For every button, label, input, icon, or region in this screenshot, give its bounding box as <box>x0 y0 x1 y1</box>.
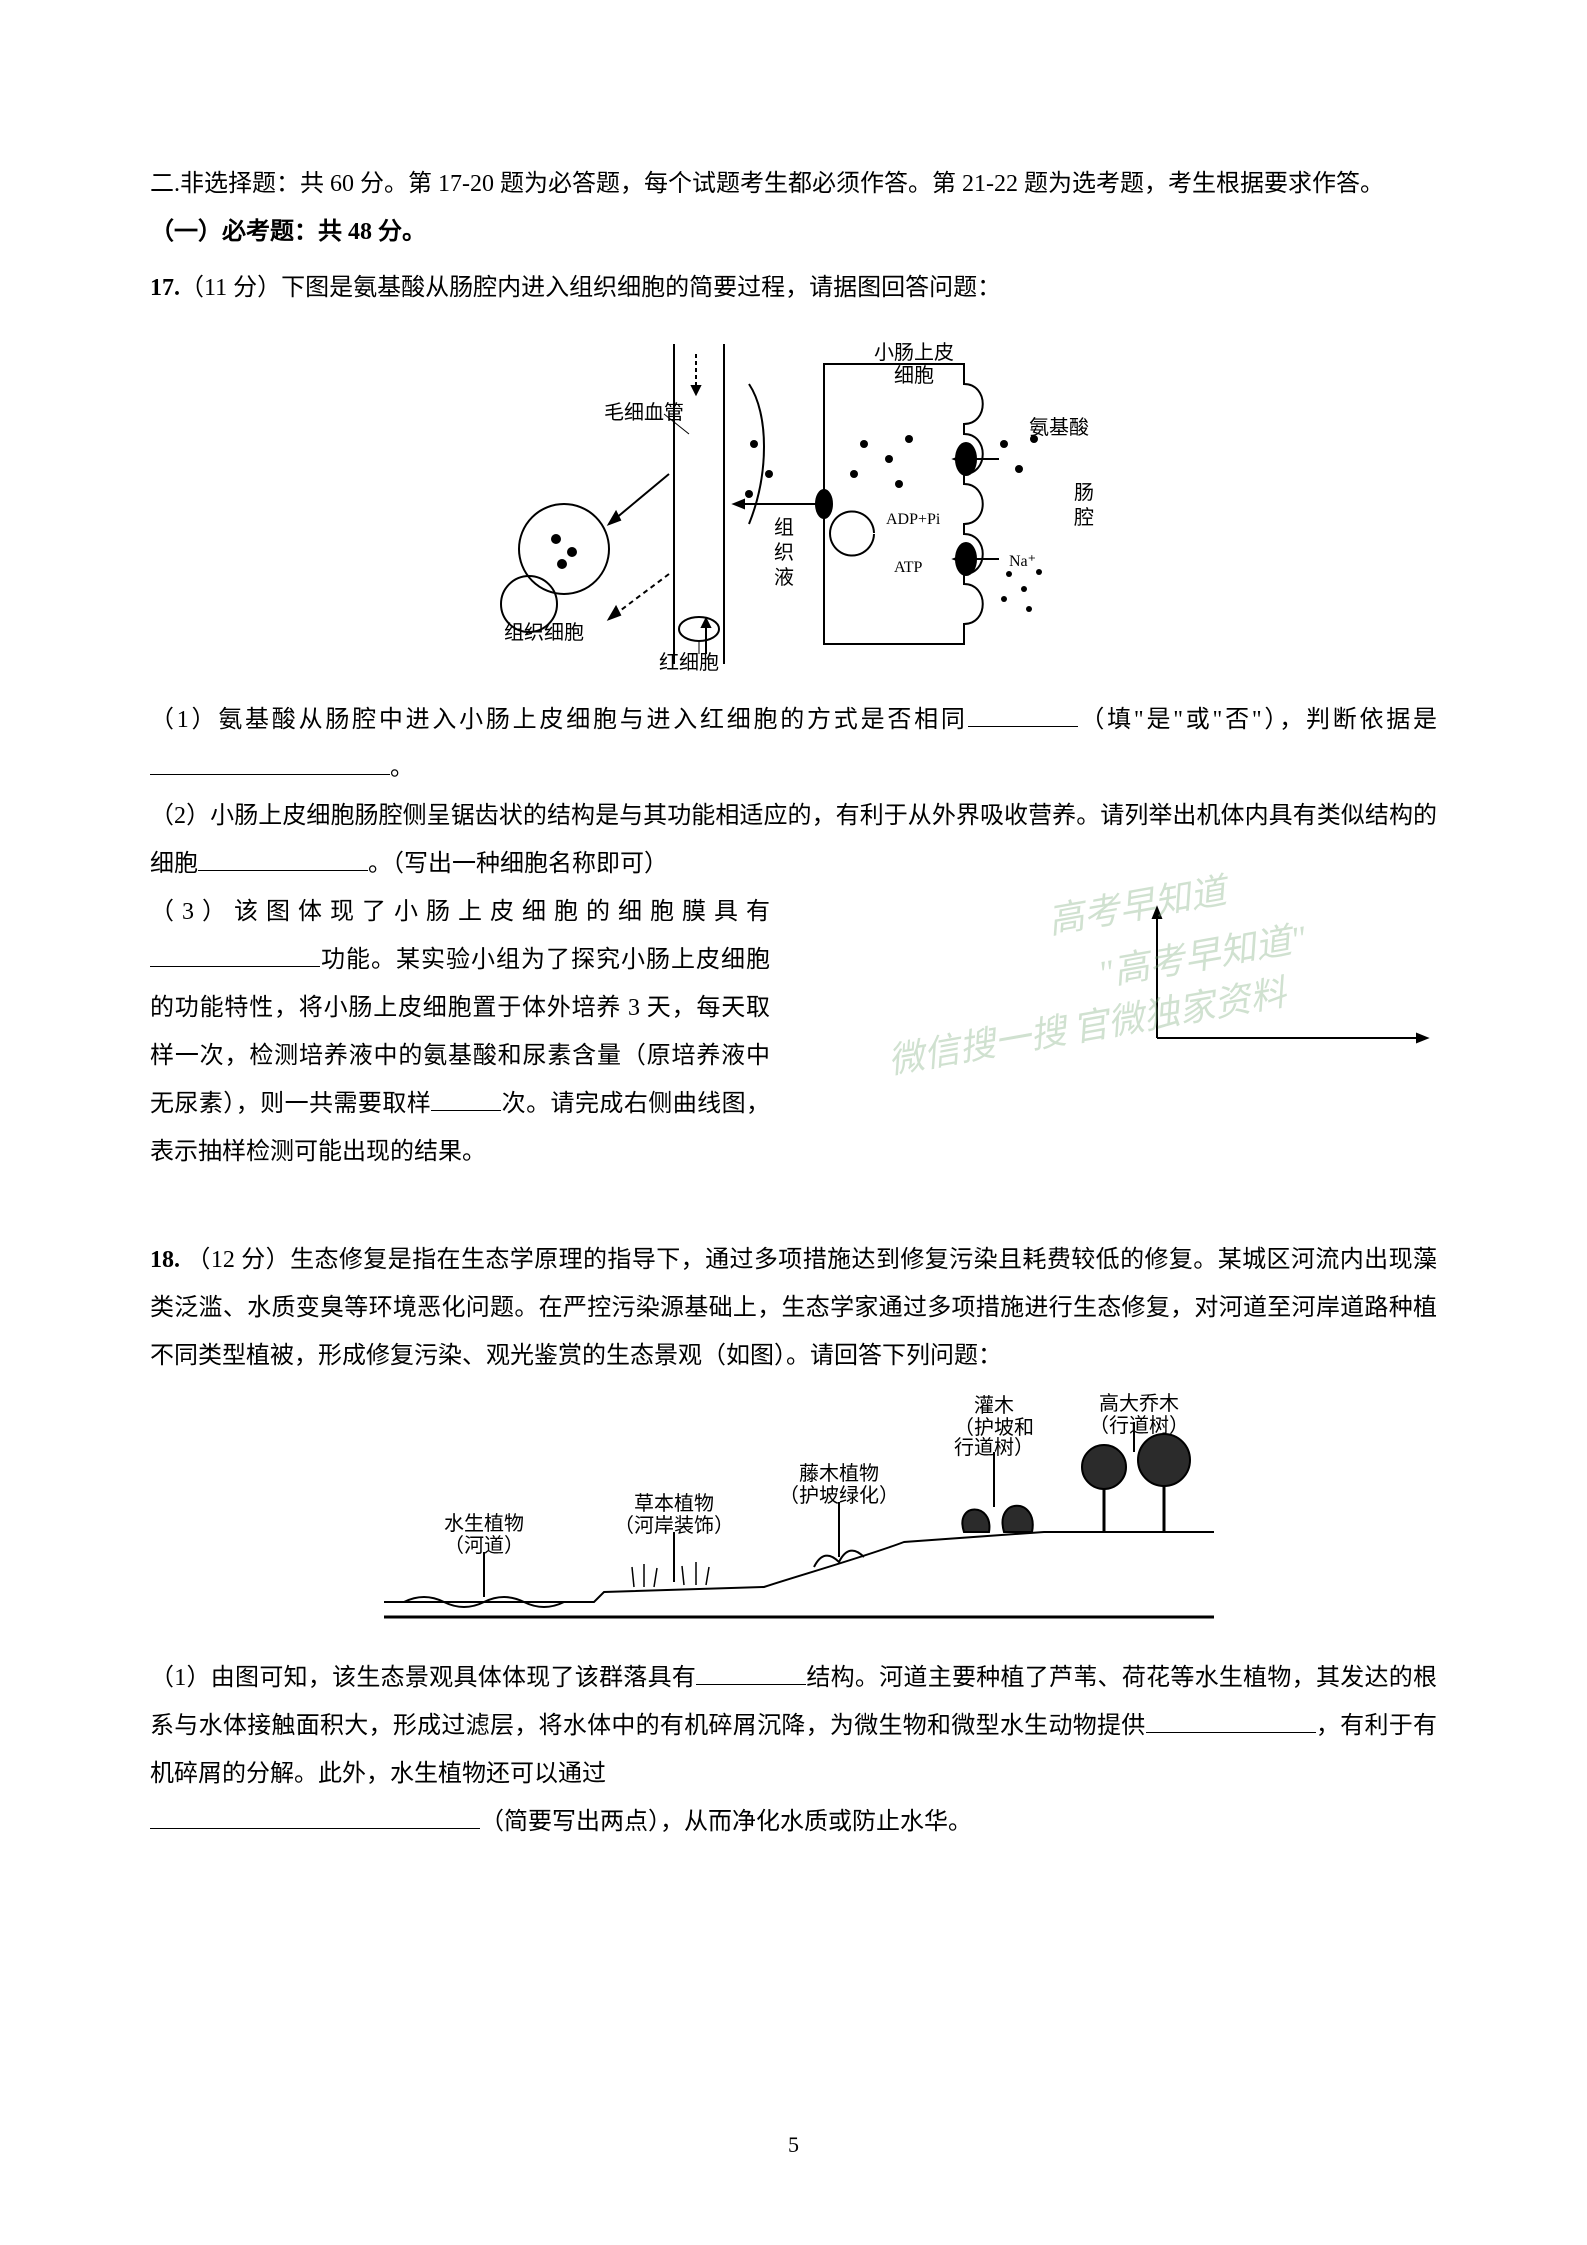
question-17: 17.（11 分）下图是氨基酸从肠腔内进入组织细胞的简要过程，请据图回答问题： <box>150 264 1437 1176</box>
section-sub-bold: （一）必考题：共 48 分。 <box>150 219 426 245</box>
label-tissue-fluid-3: 液 <box>774 566 794 589</box>
label-aquatic-loc: （河道） <box>444 1534 524 1557</box>
label-vine-loc: （护坡绿化） <box>779 1484 899 1507</box>
label-tissue-cell: 组织细胞 <box>504 621 584 644</box>
q17-figure: 毛细血管 组织细胞 红细胞 组 织 液 小肠上皮 细胞 氨基酸 肠 腔 ADP+… <box>444 324 1144 684</box>
q18-stem: 18. （12 分）生态修复是指在生态学原理的指导下，通过多项措施达到修复污染且… <box>150 1236 1437 1380</box>
blank <box>968 698 1078 727</box>
q18-stem-text: （12 分）生态修复是指在生态学原理的指导下，通过多项措施达到修复污染且耗费较低… <box>150 1247 1437 1369</box>
q17-p3: （3）该图体现了小肠上皮细胞的细胞膜具有功能。某实验小组为了探究小肠上皮细胞的功… <box>150 888 770 1176</box>
blank <box>150 1800 480 1829</box>
page-number: 5 <box>0 2123 1587 2167</box>
q18-p1-line2: （简要写出两点），从而净化水质或防止水华。 <box>150 1798 1437 1846</box>
section-header: 二.非选择题：共 60 分。第 17-20 题为必答题，每个试题考生都必须作答。… <box>150 160 1437 208</box>
label-adp: ADP+Pi <box>886 511 941 528</box>
label-epi-1: 小肠上皮 <box>874 341 954 364</box>
label-aquatic-name: 水生植物 <box>444 1512 524 1535</box>
q18-prefix: 18. <box>150 1247 186 1273</box>
blank <box>431 1082 501 1111</box>
q17-stem-text: （11 分）下图是氨基酸从肠腔内进入组织细胞的简要过程，请据图回答问题： <box>180 275 1001 301</box>
section-sub: （一）必考题：共 48 分。 <box>150 208 1437 256</box>
q17-graph <box>1137 898 1437 1058</box>
q17-p3-wrap: （3）该图体现了小肠上皮细胞的细胞膜具有功能。某实验小组为了探究小肠上皮细胞的功… <box>150 888 1437 1176</box>
label-lumen-1: 肠 <box>1074 482 1094 504</box>
label-herb-name: 草本植物 <box>634 1492 714 1515</box>
q17-prefix: 17. <box>150 275 180 301</box>
q17-p1a: （1）氨基酸从肠腔中进入小肠上皮细胞与进入红细胞的方式是否相同 <box>150 707 968 733</box>
q18-p1: （1）由图可知，该生态景观具体体现了该群落具有结构。河道主要种植了芦苇、荷花等水… <box>150 1654 1437 1798</box>
q17-p2b: 。（写出一种细胞名称即可） <box>368 851 668 877</box>
label-shrub-loc2: 行道树） <box>954 1436 1034 1459</box>
q17-p1c: 。 <box>390 755 414 781</box>
label-rbc: 红细胞 <box>659 651 719 674</box>
q18-p1a: （1）由图可知，该生态景观具体体现了该群落具有 <box>150 1665 696 1691</box>
blank <box>150 938 320 967</box>
label-aa: 氨基酸 <box>1029 416 1089 439</box>
blank <box>198 842 368 871</box>
q18-p1d: （简要写出两点），从而净化水质或防止水华。 <box>480 1809 972 1835</box>
blank <box>150 746 390 775</box>
label-herb-loc: （河岸装饰） <box>614 1514 734 1537</box>
q17-p1b: （填"是"或"否"），判断依据是 <box>1078 707 1437 733</box>
label-lumen-2: 腔 <box>1074 506 1094 529</box>
label-atp: ATP <box>894 559 923 576</box>
label-tissue-fluid-2: 织 <box>774 541 794 564</box>
blank <box>1146 1704 1316 1733</box>
label-tissue-fluid-1: 组 <box>774 516 794 539</box>
label-na: Na⁺ <box>1009 553 1036 570</box>
blank <box>696 1656 806 1685</box>
label-vine-name: 藤木植物 <box>799 1462 879 1485</box>
q17-p1: （1）氨基酸从肠腔中进入小肠上皮细胞与进入红细胞的方式是否相同 （填"是"或"否"… <box>150 696 1437 792</box>
q18-figure: 水生植物 （河道） 草本植物 （河岸装饰） 藤木植物 （护坡绿化） 灌木 （护坡… <box>344 1392 1244 1642</box>
q17-p2: （2）小肠上皮细胞肠腔侧呈锯齿状的结构是与其功能相适应的，有利于从外界吸收营养。… <box>150 792 1437 888</box>
q17-stem: 17.（11 分）下图是氨基酸从肠腔内进入组织细胞的简要过程，请据图回答问题： <box>150 264 1437 312</box>
label-shrub-name: 灌木 <box>974 1394 1014 1417</box>
label-tree-loc: （行道树） <box>1089 1414 1189 1437</box>
label-tree-name: 高大乔木 <box>1099 1392 1179 1415</box>
question-18: 18. （12 分）生态修复是指在生态学原理的指导下，通过多项措施达到修复污染且… <box>150 1236 1437 1846</box>
label-shrub-loc1: （护坡和 <box>954 1416 1034 1439</box>
label-epi-2: 细胞 <box>894 364 934 387</box>
q17-p3a: （3）该图体现了小肠上皮细胞的细胞膜具有 <box>150 899 770 925</box>
